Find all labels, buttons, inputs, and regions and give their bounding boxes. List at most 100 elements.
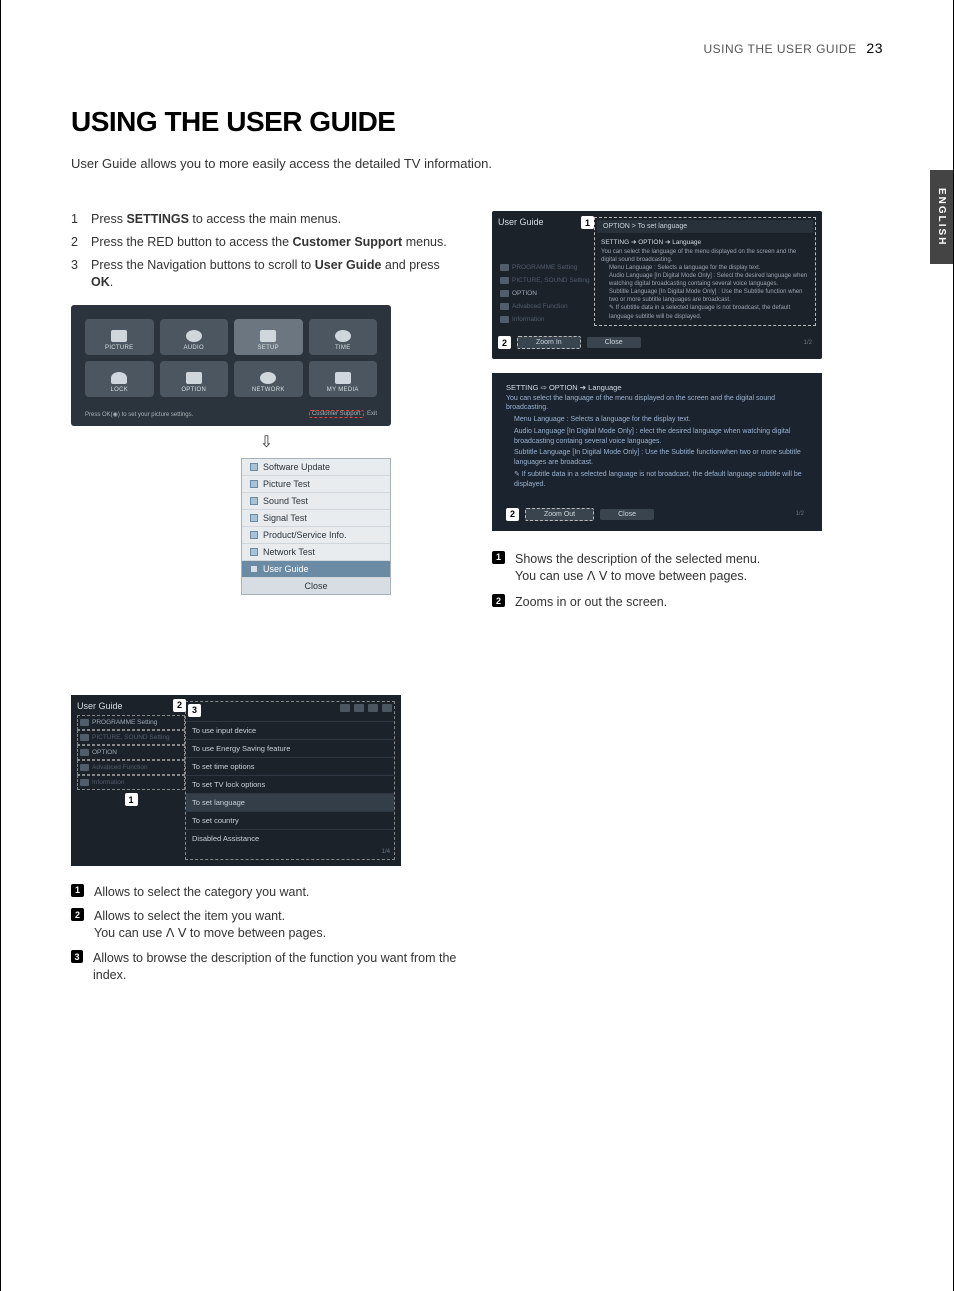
close-icon [382, 704, 392, 712]
steps-list: 1Press SETTINGS to access the main menus… [71, 211, 462, 291]
gear-icon [500, 290, 509, 297]
sidebar-item: Information [498, 313, 594, 326]
settings-menu-screenshot: PICTURE AUDIO SETUP TIME LOCK OPTION NET… [71, 305, 391, 426]
callout-1: 1 [125, 793, 138, 806]
badge-2: 2 [71, 908, 84, 921]
list-icon [340, 704, 350, 712]
bullet: ✎ If subtitle data in a selected languag… [506, 470, 808, 490]
ug-title: User Guide [498, 217, 594, 227]
header-page: 23 [866, 40, 883, 56]
category-icon [500, 264, 509, 271]
zoom-in-button: Zoom In [517, 336, 581, 349]
category-icon [80, 719, 89, 726]
ug-item-list: 3 To use input device To use Energy Savi… [185, 701, 395, 860]
button-row: 2 Zoom In Close 1/2 [498, 336, 816, 349]
right-column: User Guide PROGRAMME Setting PICTURE, SO… [492, 211, 883, 992]
exit-hint: Exit [367, 411, 377, 417]
sidebar-item: OPTION [77, 745, 185, 760]
bullet: Subtitle Language [In Digital Mode Only]… [506, 448, 808, 468]
checkbox-icon [250, 531, 258, 539]
menu-item: Picture Test [242, 476, 390, 493]
menu-tile-grid: PICTURE AUDIO SETUP TIME LOCK OPTION NET… [81, 319, 381, 397]
gear-icon [80, 749, 89, 756]
tv-footer: Press OK(◉) to set your picture settings… [81, 411, 381, 418]
folder-icon [354, 704, 364, 712]
badge-3: 3 [71, 950, 83, 963]
footer-hint: Press OK(◉) to set your picture settings… [85, 411, 193, 418]
sidebar-item: PROGRAMME Setting [77, 715, 185, 730]
list-item: To set time options [186, 757, 394, 775]
language-tab: ENGLISH [930, 170, 953, 264]
callout-2: 2 [173, 699, 186, 712]
ug-description-panel: 1 OPTION > To set language SETTING ➔ OPT… [594, 217, 816, 326]
legend-text: Allows to select the category you want. [94, 884, 309, 901]
intro-text: User Guide allows you to more easily acc… [71, 156, 883, 171]
picture-icon [111, 330, 127, 342]
step-item: 2Press the RED button to access the Cust… [71, 234, 462, 251]
checkbox-icon [250, 548, 258, 556]
tile-picture: PICTURE [85, 319, 154, 355]
tile-mymedia: MY MEDIA [309, 361, 378, 397]
step-item: 1Press SETTINGS to access the main menus… [71, 211, 462, 228]
legend-text: Shows the description of the selected me… [515, 551, 883, 585]
breadcrumb: OPTION > To set language [597, 220, 813, 233]
badge-1: 1 [71, 884, 84, 897]
callout-2: 2 [506, 508, 519, 521]
tile-lock: LOCK [85, 361, 154, 397]
body-head: SETTING ⇨ OPTION ➔ Language [506, 383, 808, 394]
checkbox-icon [250, 480, 258, 488]
legend-right: 1Shows the description of the selected m… [492, 551, 883, 612]
menu-item: Software Update [242, 459, 390, 476]
menu-item: Signal Test [242, 510, 390, 527]
category-icon [80, 734, 89, 741]
zoom-out-button: Zoom Out [525, 508, 594, 521]
back-icon [368, 704, 378, 712]
category-icon [500, 303, 509, 310]
sidebar-item: Advabced Function [77, 760, 185, 775]
page-indicator: 1/4 [186, 847, 394, 855]
sidebar-item: OPTION [498, 287, 594, 300]
page-title: USING THE USER GUIDE [71, 106, 883, 138]
callout-1: 1 [581, 216, 594, 229]
sidebar-item: PROGRAMME Setting [498, 261, 594, 274]
checkbox-icon [250, 463, 258, 471]
description-body: SETTING ➔ OPTION ➔ Language You can sele… [597, 237, 813, 323]
info-icon [500, 316, 509, 323]
list-item: Disabled Assistance [186, 829, 394, 847]
menu-item: Product/Service Info. [242, 527, 390, 544]
user-guide-detail-screenshot: User Guide PROGRAMME Setting PICTURE, SO… [492, 211, 822, 359]
legend-text: Allows to select the item you want.You c… [94, 908, 326, 942]
checkbox-icon [250, 565, 258, 573]
user-guide-index-screenshot: User Guide 2 PROGRAMME Setting PICTURE, … [71, 695, 401, 866]
close-button: Close [600, 509, 654, 520]
running-header: USING THE USER GUIDE 23 [71, 40, 883, 56]
legend-left: 1 Allows to select the category you want.… [71, 884, 462, 984]
category-icon [500, 277, 509, 284]
bullet: Menu Language : Selects a language for t… [506, 415, 808, 425]
page-indicator: 1/2 [796, 511, 808, 517]
down-arrow-icon: ⇩ [71, 432, 462, 452]
customer-support-menu: Software Update Picture Test Sound Test … [241, 458, 391, 595]
list-item: To set TV lock options [186, 775, 394, 793]
tile-time: TIME [309, 319, 378, 355]
tile-option: OPTION [160, 361, 229, 397]
option-icon [186, 372, 202, 384]
sidebar-item: PICTURE, SOUND Setting [498, 274, 594, 287]
header-section: USING THE USER GUIDE [703, 42, 856, 56]
user-guide-zoomed-screenshot: SETTING ⇨ OPTION ➔ Language You can sele… [492, 373, 822, 531]
step-item: 3Press the Navigation buttons to scroll … [71, 257, 462, 291]
checkbox-icon [250, 497, 258, 505]
customer-support-hint: Customer Support [309, 410, 364, 418]
list-item: To use input device [186, 721, 394, 739]
category-icon [80, 764, 89, 771]
tile-audio: AUDIO [160, 319, 229, 355]
body-text: You can select the language of the menu … [506, 394, 808, 414]
left-column: 1Press SETTINGS to access the main menus… [71, 211, 462, 992]
sidebar-item: Information [77, 775, 185, 790]
list-item: To set country [186, 811, 394, 829]
audio-icon [186, 330, 202, 342]
lock-icon [111, 372, 127, 384]
network-icon [260, 372, 276, 384]
menu-item: Sound Test [242, 493, 390, 510]
ug-sidebar: User Guide 2 PROGRAMME Setting PICTURE, … [77, 701, 185, 860]
